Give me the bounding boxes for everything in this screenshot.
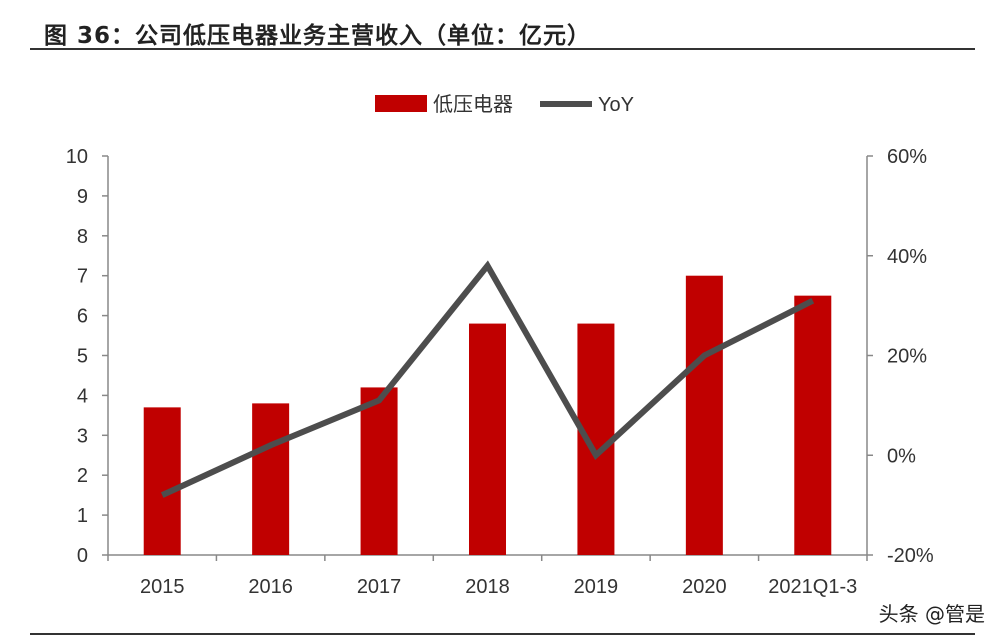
x-tick-label: 2019	[574, 576, 619, 598]
bar-2017	[360, 387, 398, 555]
legend-line-label: YoY	[598, 94, 634, 116]
legend-bar-label: 低压电器	[433, 93, 513, 116]
bar-2020	[685, 275, 723, 555]
left-tick-label: 8	[77, 226, 88, 248]
left-tick-label: 10	[66, 146, 88, 168]
bar-2018	[469, 323, 506, 555]
x-tick-label: 2020	[682, 576, 727, 598]
x-tick-label: 2021Q1-3	[768, 576, 857, 598]
x-tick-label: 2015	[140, 576, 185, 598]
right-tick-label: -20%	[887, 545, 934, 567]
bar-2015	[143, 407, 181, 555]
bottom-rule	[30, 633, 975, 635]
chart-title: 图 36：公司低压电器业务主营收入（单位：亿元）	[44, 23, 592, 49]
left-tick-label: 2	[77, 465, 88, 487]
left-tick-label: 9	[77, 186, 88, 208]
right-tick-label: 60%	[887, 146, 927, 168]
left-tick-label: 5	[77, 346, 88, 368]
x-tick-label: 2016	[248, 576, 293, 598]
bar-2016	[252, 403, 290, 555]
legend-bar-swatch	[375, 95, 427, 112]
right-tick-label: 0%	[887, 445, 916, 467]
left-tick-label: 3	[77, 425, 88, 447]
left-tick-label: 6	[77, 306, 88, 328]
x-tick-label: 2018	[465, 576, 510, 598]
left-tick-label: 0	[77, 545, 88, 567]
bar-2021Q1-3	[794, 295, 832, 555]
left-tick-label: 1	[77, 505, 88, 527]
left-tick-label: 7	[77, 266, 88, 288]
x-tick-label: 2017	[357, 576, 402, 598]
right-tick-label: 40%	[887, 246, 927, 268]
title-rule	[30, 48, 975, 50]
left-tick-label: 4	[77, 385, 88, 407]
right-tick-label: 20%	[887, 346, 927, 368]
watermark: 头条 @管是	[878, 602, 985, 626]
